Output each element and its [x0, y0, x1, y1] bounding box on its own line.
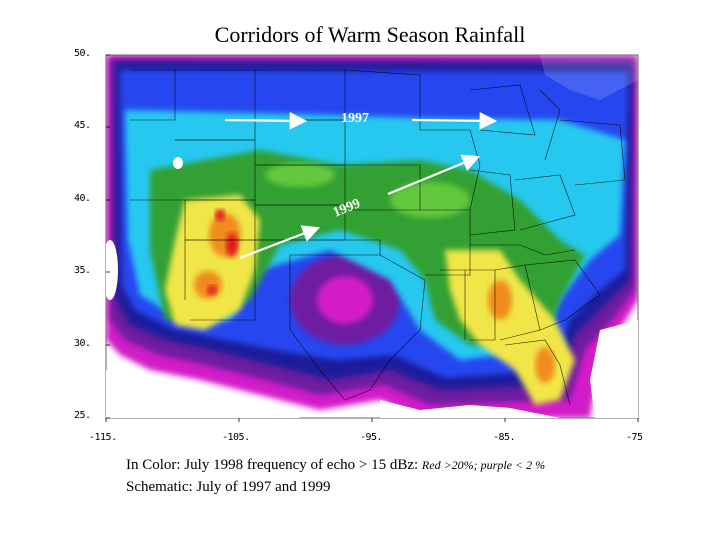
region-red-peak — [226, 233, 238, 257]
caption-line-1: In Color: July 1998 frequency of echo > … — [126, 457, 545, 474]
chart-title: Corridors of Warm Season Rainfall — [214, 22, 526, 47]
caption-main: In Color: July 1998 frequency of echo > … — [126, 457, 422, 473]
echo-frequency-field — [106, 55, 638, 418]
caption-line-2: Schematic: July of 1997 and 1999 — [126, 479, 331, 495]
lat-tick-40: 40. — [74, 193, 91, 204]
state-boundaries — [130, 69, 626, 406]
lon-tick-105: -105. — [222, 432, 250, 443]
caption-scale-note: Red >20%; purple < 2 % — [421, 458, 546, 472]
lon-tick-95: -95. — [360, 432, 383, 443]
ocean-sw — [106, 370, 300, 418]
lat-tick-35: 35. — [74, 265, 91, 276]
lon-tick-115: -115. — [89, 432, 117, 443]
arrow-1999-south — [239, 225, 321, 260]
arrow-1997-east — [411, 112, 498, 130]
lon-tick-75: -75 — [626, 432, 643, 443]
axis-ticks — [105, 54, 639, 422]
atlantic — [590, 320, 638, 418]
arrow-1999-north — [387, 154, 481, 196]
arrow-1997-west — [224, 112, 308, 130]
lat-tick-45: 45. — [74, 120, 91, 131]
region-orange-se — [488, 280, 512, 320]
lon-tick-85: -85. — [493, 432, 516, 443]
lat-tick-50: 50. — [74, 48, 91, 59]
lat-tick-25: 25. — [74, 410, 91, 421]
label-1997: 1997 — [341, 111, 369, 126]
gulf-of-mexico — [380, 400, 560, 418]
lat-tick-30: 30. — [74, 338, 91, 349]
